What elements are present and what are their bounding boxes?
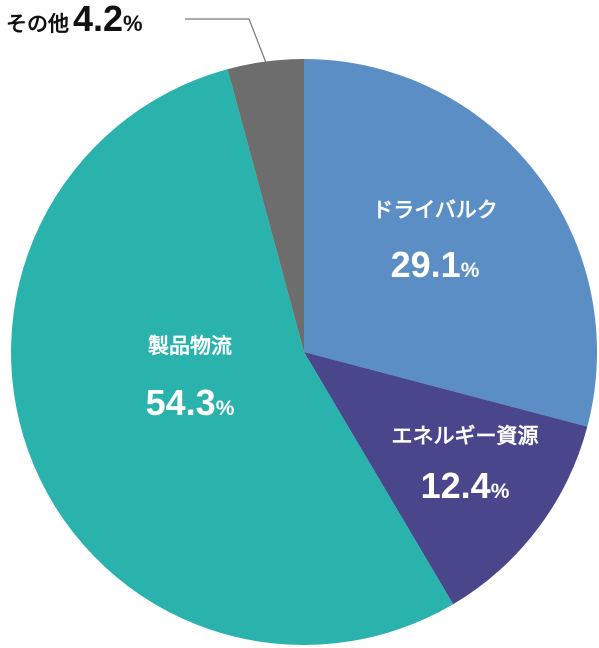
leader-line-other	[185, 18, 267, 62]
pie-slices	[11, 58, 597, 645]
slice-label-name-3: 製品物流	[147, 334, 232, 358]
pie-slice-4	[227, 58, 304, 352]
pie-labels: ドライバルク 29.1% エネルギー資源 12.4% 製品物流 54.3% その他 4.2%	[6, 0, 539, 506]
pie-slice-1	[304, 59, 597, 427]
slice-label-value-3: 54.3%	[146, 382, 235, 423]
slice-label-other: その他 4.2%	[6, 0, 143, 39]
slice-label-name-2: エネルギー資源	[392, 424, 539, 448]
pie-slice-2	[304, 352, 588, 605]
slice-label-name-1: ドライバルク	[372, 198, 498, 222]
slice-label-value-1: 29.1%	[391, 244, 480, 285]
slice-label-value-2: 12.4%	[421, 465, 510, 506]
pie-slice-3	[11, 69, 454, 645]
